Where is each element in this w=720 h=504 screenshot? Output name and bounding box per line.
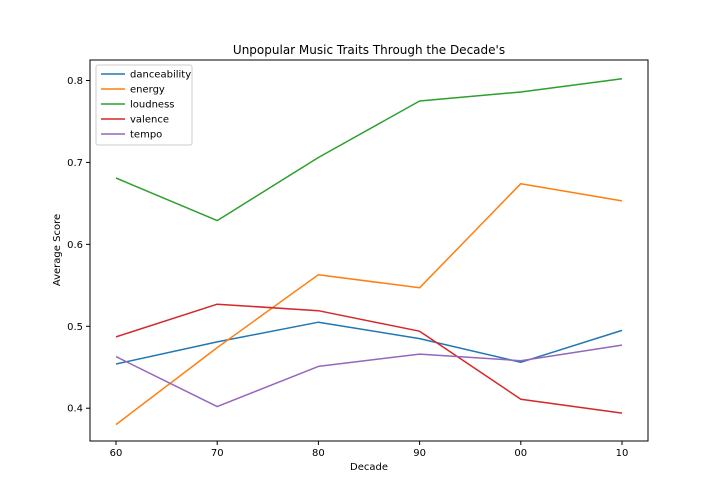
y-tick-label: 0.5 xyxy=(67,322,83,333)
x-tick-label: 60 xyxy=(110,448,123,459)
legend: danceability energy loudness valence tempo xyxy=(95,64,193,146)
x-axis: 60 70 80 90 00 10 xyxy=(110,441,629,459)
legend-label-loudness: loudness xyxy=(130,100,175,111)
series-line-loudness xyxy=(115,78,623,222)
y-tick-label: 0.4 xyxy=(67,404,83,415)
y-axis: 0.4 0.5 0.6 0.7 0.8 xyxy=(67,76,90,415)
legend-label-energy: energy xyxy=(130,85,165,96)
y-tick-label: 0.6 xyxy=(67,240,83,251)
x-tick-label: 90 xyxy=(413,448,426,459)
y-axis-label: Average Score xyxy=(52,214,63,286)
chart-title: Unpopular Music Traits Through the Decad… xyxy=(233,43,505,57)
legend-box xyxy=(95,64,193,146)
legend-label-danceability: danceability xyxy=(130,70,191,81)
x-tick-label: 70 xyxy=(211,448,224,459)
series-line-valence xyxy=(115,303,623,414)
x-tick-label: 80 xyxy=(312,448,325,459)
x-tick-label: 00 xyxy=(514,448,527,459)
plot-frame xyxy=(89,59,649,442)
series-line-energy xyxy=(115,182,623,426)
legend-label-tempo: tempo xyxy=(130,130,162,141)
y-tick-label: 0.8 xyxy=(67,76,83,87)
series-line-danceability xyxy=(115,321,623,365)
plot-area xyxy=(115,78,623,426)
legend-label-valence: valence xyxy=(130,115,169,126)
series-line-tempo xyxy=(115,344,623,408)
y-tick-label: 0.7 xyxy=(67,158,83,169)
x-axis-label: Decade xyxy=(350,462,388,473)
x-tick-label: 10 xyxy=(616,448,629,459)
